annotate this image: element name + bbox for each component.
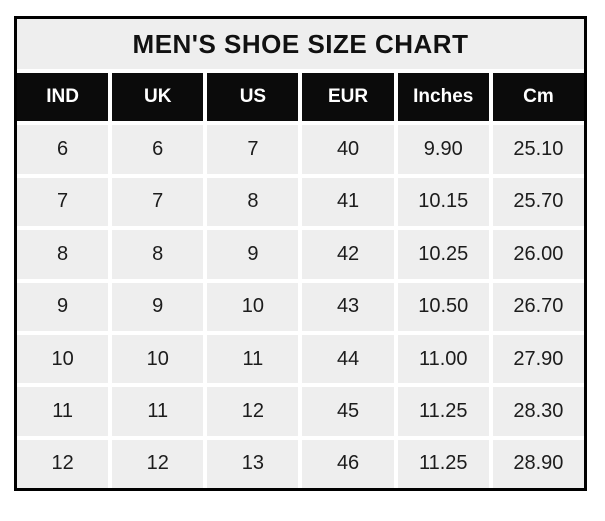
table-cell-r4-uk: 10	[112, 334, 204, 384]
table-cell-r3-uk: 9	[112, 282, 204, 331]
table-cell-r5-ind: 11	[17, 387, 109, 436]
table-cell-r0-cm: 25.10	[492, 125, 584, 174]
table-cell-r5-us: 12	[207, 387, 299, 436]
table-cell-r5-eur: 45	[302, 387, 394, 436]
table-cell-r4-ind: 10	[17, 334, 109, 384]
column-header-uk: UK	[112, 73, 204, 122]
table-cell-r6-inches: 11.25	[397, 439, 489, 488]
table-cell-r5-inches: 11.25	[397, 387, 489, 436]
table-cell-r0-us: 7	[207, 125, 299, 174]
table-cell-r1-inches: 10.15	[397, 177, 489, 227]
table-cell-r0-ind: 6	[17, 125, 109, 174]
table-cell-r2-eur: 42	[302, 230, 394, 279]
table-cell-r4-inches: 11.00	[397, 334, 489, 384]
table-cell-r3-eur: 43	[302, 282, 394, 331]
table-cell-r6-uk: 12	[112, 439, 204, 488]
table-cell-r4-cm: 27.90	[492, 334, 584, 384]
table-cell-r3-ind: 9	[17, 282, 109, 331]
table-cell-r6-us: 13	[207, 439, 299, 488]
column-header-us: US	[207, 73, 299, 122]
table-cell-r2-ind: 8	[17, 230, 109, 279]
size-table: IND UK US EUR Inches Cm 6 6 7 40 9.90 25.10 7 7 8 41 10.…	[17, 73, 584, 488]
column-header-eur: EUR	[302, 73, 394, 122]
table-cell-r2-cm: 26.00	[492, 230, 584, 279]
column-header-ind: IND	[17, 73, 109, 122]
table-cell-r4-us: 11	[207, 334, 299, 384]
column-header-cm: Cm	[492, 73, 584, 122]
table-cell-r1-us: 8	[207, 177, 299, 227]
table-cell-r6-cm: 28.90	[492, 439, 584, 488]
table-cell-r2-uk: 8	[112, 230, 204, 279]
table-cell-r1-eur: 41	[302, 177, 394, 227]
table-cell-r3-inches: 10.50	[397, 282, 489, 331]
shoe-size-chart: MEN'S SHOE SIZE CHART IND UK US EUR Inches Cm…	[14, 16, 587, 491]
column-header-inches: Inches	[397, 73, 489, 122]
table-cell-r3-us: 10	[207, 282, 299, 331]
table-cell-r0-eur: 40	[302, 125, 394, 174]
table-cell-r0-uk: 6	[112, 125, 204, 174]
table-cell-r5-uk: 11	[112, 387, 204, 436]
table-cell-r2-inches: 10.25	[397, 230, 489, 279]
table-cell-r5-cm: 28.30	[492, 387, 584, 436]
table-cell-r4-eur: 44	[302, 334, 394, 384]
table-cell-r0-inches: 9.90	[397, 125, 489, 174]
table-cell-r3-cm: 26.70	[492, 282, 584, 331]
chart-title: MEN'S SHOE SIZE CHART	[17, 19, 584, 69]
table-cell-r2-us: 9	[207, 230, 299, 279]
table-cell-r1-cm: 25.70	[492, 177, 584, 227]
table-cell-r6-eur: 46	[302, 439, 394, 488]
table-cell-r6-ind: 12	[17, 439, 109, 488]
table-cell-r1-ind: 7	[17, 177, 109, 227]
table-cell-r1-uk: 7	[112, 177, 204, 227]
